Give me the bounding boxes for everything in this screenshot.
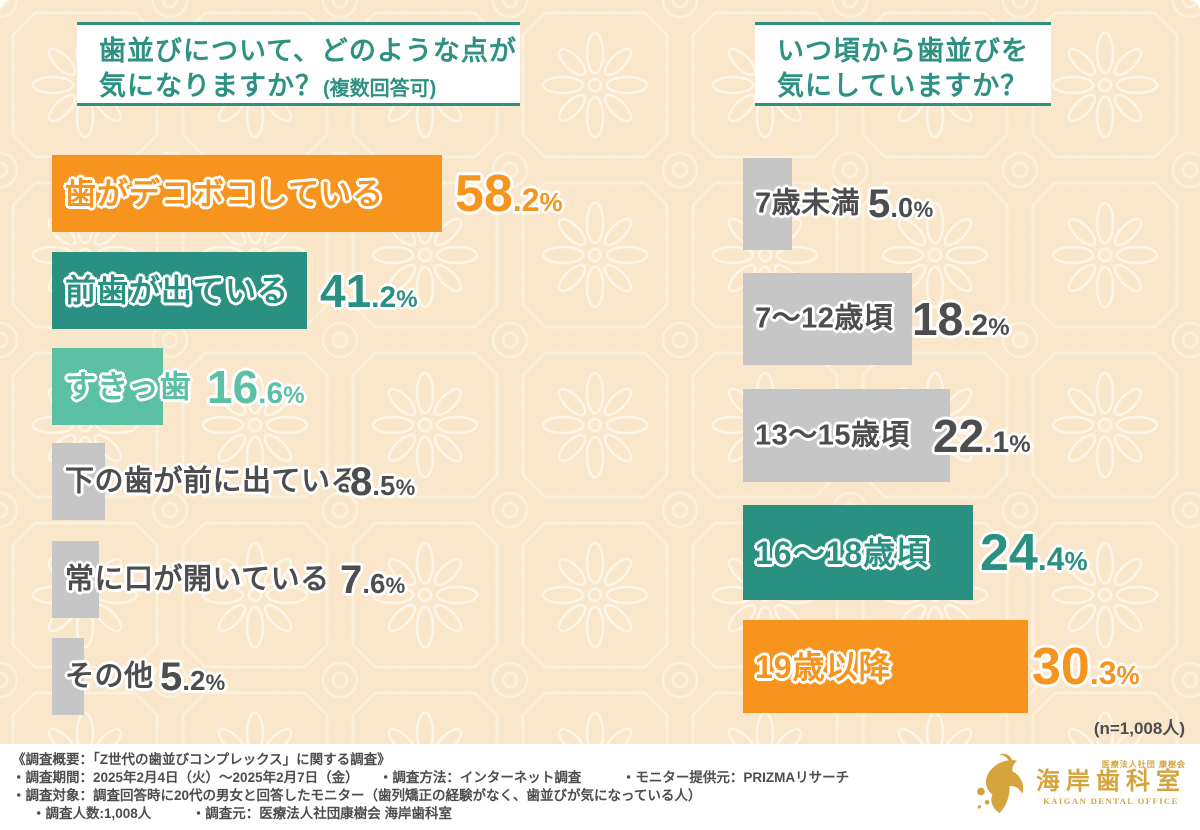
survey-overview-line: ・調査人数:1,008人 ・調査元：医療法人社団康樹会 海岸歯科室 — [32, 806, 453, 821]
bar-label: 常に口が開いている — [65, 563, 330, 595]
bar — [743, 158, 792, 250]
bar — [743, 620, 1028, 713]
bar-row-age-13-15: 13〜15歳頃 22.1% — [743, 389, 1200, 482]
bar — [743, 505, 973, 600]
bar-value: 58.2% — [455, 164, 563, 223]
clinic-logo: 医療法人社団 康樹会 海岸歯科室 KAIGAN DENTAL OFFICE — [974, 748, 1186, 818]
left-chart-title-line2: 気になりますか？(複数回答可) — [99, 71, 437, 102]
bar — [743, 389, 950, 482]
right-chart-title: いつ頃から歯並びを 気にしていますか？ — [755, 22, 1051, 106]
bar-label: 下の歯が前に出ている — [65, 465, 361, 497]
bar-label: 歯がデコボコしている — [65, 176, 385, 211]
survey-overview-line: 《調査概要：「Z世代の歯並びコンプレックス」に関する調査》 — [12, 752, 391, 767]
footer: 《調査概要：「Z世代の歯並びコンプレックス」に関する調査》 ・調査期間：2025… — [0, 744, 1200, 830]
bar-row-uneven-teeth: 歯がデコボコしている 58.2% — [52, 155, 1200, 232]
clinic-name-en: KAIGAN DENTAL OFFICE — [1043, 795, 1179, 806]
clinic-name: 海岸歯科室 — [1036, 768, 1186, 795]
right-chart-title-line2: 気にしていますか？ — [777, 71, 1029, 102]
left-chart-title-note: (複数回答可) — [323, 78, 437, 101]
bar — [52, 638, 84, 715]
bar — [52, 155, 442, 232]
bar-row-lower-teeth-forward: 下の歯が前に出ている 8.5% — [52, 443, 1200, 520]
bar-value: 24.4% — [980, 523, 1088, 582]
right-chart-title-line1: いつ頃から歯並びを — [777, 36, 1029, 66]
bar-label: 13〜15歳頃 — [755, 419, 911, 451]
sample-size-note: (n=1,008人) — [1093, 719, 1185, 738]
bar-row-age-16-18: 16〜18歳頃 24.4% — [743, 505, 1200, 600]
bar-label: 16〜18歳頃 — [755, 534, 930, 571]
bar-label: 19歳以降 — [755, 648, 892, 685]
bar-label: 7歳未満 — [755, 187, 861, 220]
bar-label: その他 — [65, 660, 154, 692]
bar-row-gap-teeth: すきっ歯 16.6% — [52, 348, 1200, 425]
bar — [52, 348, 163, 425]
clinic-org: 医療法人社団 康樹会 — [1101, 759, 1186, 769]
left-chart-title: 歯並びについて、どのような点が 気になりますか？(複数回答可) — [77, 22, 520, 106]
survey-overview: 《調査概要：「Z世代の歯並びコンプレックス」に関する調査》 ・調査期間：2025… — [12, 751, 849, 823]
bar — [743, 273, 912, 365]
bar-value: 5.2% — [160, 654, 226, 699]
bar — [52, 541, 99, 618]
bar-value: 16.6% — [207, 360, 305, 413]
bar-row-under-7: 7歳未満 5.0% — [743, 158, 1200, 250]
left-chart-title-line1: 歯並びについて、どのような点が — [99, 36, 517, 66]
bar-label: 7〜12歳頃 — [755, 302, 894, 335]
bar-value: 41.2% — [320, 264, 418, 317]
bar-value: 22.1% — [933, 409, 1031, 462]
bar-label: 前歯が出ている — [65, 273, 289, 308]
bar-row-other: その他 5.2% — [52, 638, 1200, 715]
bar — [52, 443, 105, 520]
bar-row-mouth-always-open: 常に口が開いている 7.6% — [52, 541, 1200, 618]
bar — [52, 252, 307, 329]
bar-value: 18.2% — [912, 293, 1010, 345]
background-pattern — [0, 0, 1200, 744]
survey-overview-line: ・調査期間：2025年2月4日（火）〜2025年2月7日（金） ・調査方法：イン… — [12, 770, 850, 785]
bar-label: すきっ歯 — [65, 369, 192, 404]
bar-row-age-19-plus: 19歳以降 30.3% — [743, 620, 1200, 713]
bar-value: 7.6% — [340, 557, 406, 602]
clinic-logo-text: 医療法人社団 康樹会 海岸歯科室 KAIGAN DENTAL OFFICE — [1036, 760, 1186, 807]
bar-row-age-7-12: 7〜12歳頃 18.2% — [743, 273, 1200, 365]
bar-row-protruding-front-teeth: 前歯が出ている 41.2% — [52, 252, 1200, 329]
survey-overview-line: ・調査対象：調査回答時に20代の男女と回答したモニター（歯列矯正の経験がなく、歯… — [12, 788, 702, 803]
bar-value: 30.3% — [1032, 637, 1140, 696]
bar-value: 5.0% — [868, 182, 934, 226]
bar-value: 8.5% — [350, 459, 416, 504]
dolphin-icon — [977, 753, 1024, 814]
